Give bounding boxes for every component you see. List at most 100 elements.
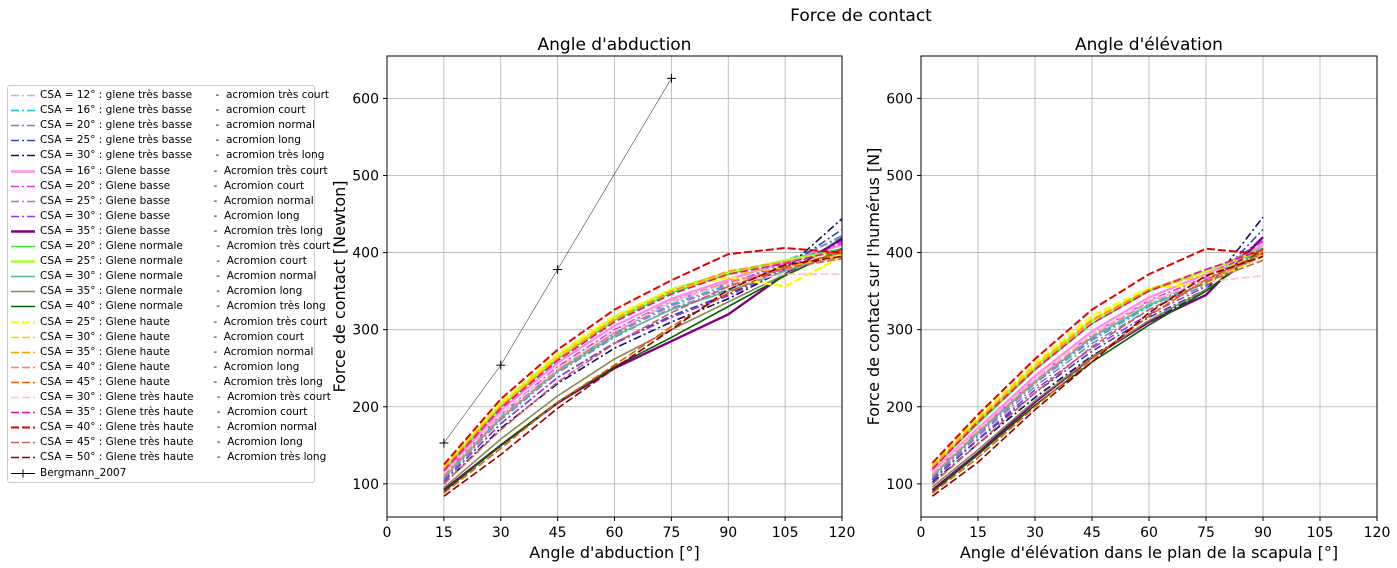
elevation-series-line <box>931 255 1264 476</box>
legend-swatch <box>11 320 35 324</box>
abduction-series-line <box>443 247 842 493</box>
legend-label: CSA = 25° : glene très basse - acromion … <box>40 134 301 147</box>
abduction-chart-panel: 0 15 30 45 60 75 90 105 120 100 200 300 400 500 600 Ang… <box>330 35 855 562</box>
abduction-y-tick-label: 500 <box>352 168 379 184</box>
abduction-x-tick-label: 15 <box>435 525 453 541</box>
legend-entry: CSA = 20° : Glene basse - Acromion court <box>8 179 314 194</box>
abduction-series-line <box>443 250 842 470</box>
elevation-x-tick-label: 120 <box>1364 525 1391 541</box>
abduction-x-tick-label: 0 <box>383 525 392 541</box>
legend-swatch <box>11 469 35 477</box>
abduction-series-line <box>443 248 842 472</box>
legend-swatch <box>11 230 35 233</box>
legend-label: CSA = 35° : Glene normale - Acromion lon… <box>40 285 303 298</box>
legend-swatch <box>11 245 35 248</box>
legend-swatch <box>11 290 35 293</box>
legend-swatch <box>11 366 35 369</box>
legend-entry: CSA = 35° : Glene haute - Acromion norma… <box>8 345 314 360</box>
legend-swatch <box>11 336 35 338</box>
legend-label: CSA = 45° : Glene très haute - Acromion … <box>40 436 303 449</box>
legend-entry: CSA = 25° : Glene haute - Acromion très … <box>8 315 327 330</box>
abduction-series-line <box>443 273 842 475</box>
legend-swatch <box>11 215 35 218</box>
legend-swatch <box>11 411 35 414</box>
legend-label: CSA = 30° : glene très basse - acromion … <box>40 149 325 162</box>
legend-label: CSA = 20° : Glene normale - Acromion trè… <box>40 240 331 252</box>
data-point-marker <box>496 360 506 370</box>
elevation-series-line <box>931 251 1264 477</box>
figure-suptitle: Force de contact <box>790 6 932 26</box>
legend: CSA = 12° : glene très basse - acromion … <box>7 85 331 483</box>
elevation-x-tick-label: 105 <box>1307 525 1334 541</box>
abduction-y-tick-label: 200 <box>352 400 379 416</box>
legend-label: CSA = 25° : Glene haute - Acromion très … <box>40 315 328 328</box>
elevation-series-line <box>931 259 1264 485</box>
abduction-series-line <box>443 255 842 467</box>
legend-label: CSA = 40° : Glene très haute - Acromion … <box>40 421 317 434</box>
abduction-x-tick-label: 30 <box>492 525 510 541</box>
legend-swatch <box>11 185 35 187</box>
elevation-series-line <box>931 248 1264 493</box>
abduction-x-tick-label: 45 <box>549 525 567 541</box>
data-point-marker <box>439 438 449 448</box>
legend-entry: CSA = 30° : Glene haute - Acromion court <box>8 330 314 345</box>
abduction-chart-title: Angle d'abduction <box>538 35 692 55</box>
abduction-series-line <box>443 246 842 466</box>
elevation-y-tick-label: 300 <box>886 323 913 339</box>
legend-label: CSA = 30° : Glene très haute - Acromion … <box>40 391 331 403</box>
elevation-series-line <box>931 248 1264 477</box>
legend-entry: CSA = 30° : glene très basse - acromion … <box>8 148 324 163</box>
abduction-series-line <box>443 78 672 444</box>
abduction-series-line <box>443 253 842 469</box>
legend-swatch <box>11 139 35 142</box>
abduction-x-axis-label: Angle d'abduction [°] <box>529 543 699 562</box>
abduction-x-tick-label: 105 <box>772 525 799 541</box>
elevation-x-tick-label: 45 <box>1083 525 1101 541</box>
legend-swatch <box>11 155 35 157</box>
legend-swatch <box>11 381 35 384</box>
legend-entry: CSA = 45° : Glene haute - Acromion très … <box>8 375 323 390</box>
legend-label: CSA = 40° : Glene haute - Acromion long <box>40 360 300 373</box>
elevation-y-tick-label: 500 <box>886 168 913 184</box>
legend-swatch <box>11 275 35 278</box>
abduction-series-line <box>443 243 842 474</box>
legend-swatch <box>11 351 35 353</box>
abduction-y-tick-label: 300 <box>352 323 379 339</box>
legend-entry: CSA = 40° : Glene haute - Acromion long <box>8 360 314 375</box>
legend-label: CSA = 45° : Glene haute - Acromion très … <box>40 375 323 388</box>
abduction-series-line <box>442 249 842 470</box>
legend-swatch <box>11 109 35 112</box>
legend-entry: CSA = 16° : glene très basse - acromion … <box>8 103 314 118</box>
elevation-series-line <box>931 243 1264 473</box>
legend-label: Bergmann_2007 <box>40 466 127 479</box>
legend-entry: CSA = 30° : Glene normale - Acromion nor… <box>8 269 316 284</box>
data-point-marker <box>666 73 676 83</box>
legend-label: CSA = 12° : glene très basse - acromion … <box>40 89 330 101</box>
legend-swatch <box>11 426 35 429</box>
elevation-x-tick-label: 60 <box>1140 525 1158 541</box>
elevation-y-tick-label: 600 <box>886 91 913 107</box>
legend-label: CSA = 40° : Glene normale - Acromion trè… <box>40 300 326 313</box>
abduction-x-tick-label: 60 <box>606 525 624 541</box>
legend-entry: CSA = 35° : Glene basse - Acromion très … <box>8 224 323 239</box>
legend-swatch <box>11 169 35 173</box>
legend-entry: CSA = 30° : Glene basse - Acromion long <box>8 209 314 224</box>
legend-label: CSA = 25° : Glene normale - Acromion cou… <box>40 255 307 268</box>
abduction-y-tick-label: 400 <box>352 246 379 262</box>
abduction-y-tick-label: 100 <box>352 477 379 493</box>
legend-swatch <box>11 306 35 308</box>
legend-entry: CSA = 25° : glene très basse - acromion … <box>8 133 314 148</box>
legend-entry: CSA = 35° : Glene très haute - Acromion … <box>8 405 314 420</box>
legend-label: CSA = 35° : Glene basse - Acromion très … <box>40 224 323 237</box>
data-point-marker <box>553 265 563 275</box>
elevation-x-axis-label: Angle d'élévation dans le plan de la sca… <box>960 543 1338 562</box>
legend-label: CSA = 30° : Glene basse - Acromion long <box>40 209 300 222</box>
abduction-x-tick-label: 75 <box>662 525 680 541</box>
elevation-series-line <box>931 244 1264 479</box>
legend-label: CSA = 50° : Glene très haute - Acromion … <box>40 451 327 464</box>
legend-entry: CSA = 25° : Glene basse - Acromion norma… <box>8 194 314 209</box>
elevation-chart-title: Angle d'élévation <box>1075 35 1223 55</box>
legend-entry: CSA = 40° : Glene très haute - Acromion … <box>8 420 317 435</box>
legend-label: CSA = 16° : Glene basse - Acromion très … <box>40 164 328 177</box>
